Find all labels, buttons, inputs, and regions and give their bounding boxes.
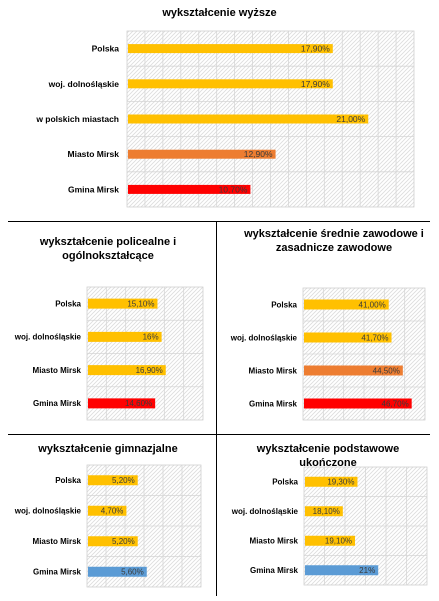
divider-horizontal-2 bbox=[8, 434, 430, 435]
bar bbox=[305, 476, 358, 487]
bar bbox=[128, 184, 251, 194]
chart-title: wykształcenie policealne i ogólnokształc… bbox=[39, 236, 177, 262]
category-label: Miasto Mirsk bbox=[249, 366, 298, 375]
chart-vocational-education: wykształcenie średnie zawodowe i zasadni… bbox=[217, 222, 439, 434]
bar bbox=[88, 365, 166, 376]
bar bbox=[304, 299, 389, 310]
chart-svg: Polska 17,90% woj. dolnośląskie 17,90% w pol… bbox=[35, 30, 415, 208]
bar bbox=[88, 298, 158, 309]
bar bbox=[128, 44, 333, 54]
data-label: 41,00% bbox=[359, 300, 386, 309]
data-label: 18,10% bbox=[313, 507, 340, 516]
data-label: 41,70% bbox=[361, 333, 388, 342]
bar bbox=[88, 475, 138, 486]
bar bbox=[88, 536, 138, 547]
category-label: Polska bbox=[271, 300, 297, 309]
category-label: Polska bbox=[92, 44, 120, 54]
chart-svg: Polska 5,20% woj. dolnośląskie 4,70% Miasto … bbox=[14, 464, 202, 588]
chart-primary-education: wykształcenie podstawowe ukończone Polsk… bbox=[217, 435, 439, 601]
category-label: woj. dolnośląskie bbox=[14, 507, 82, 516]
data-label: 21,00% bbox=[336, 114, 365, 124]
category-label: woj. dolnośląskie bbox=[231, 507, 299, 516]
bar bbox=[88, 566, 147, 577]
bar bbox=[305, 565, 379, 576]
bar bbox=[304, 398, 412, 409]
data-label: 15,10% bbox=[127, 299, 154, 308]
data-label: 16% bbox=[143, 333, 159, 342]
chart-title: wykształcenie wyższe bbox=[162, 7, 277, 19]
bar bbox=[128, 149, 276, 159]
category-label: Gmina Mirsk bbox=[249, 399, 298, 408]
data-label: 16,90% bbox=[136, 366, 163, 375]
data-label: 5,20% bbox=[112, 537, 135, 546]
bar bbox=[128, 114, 369, 124]
chart-svg: Polska 19,30% woj. dolnośląskie 18,10% Miast… bbox=[231, 466, 428, 586]
data-label: 12,90% bbox=[244, 149, 273, 159]
category-label: Gmina Mirsk bbox=[33, 399, 82, 408]
category-label: Miasto Mirsk bbox=[33, 366, 82, 375]
data-label: 19,30% bbox=[327, 478, 354, 487]
bar bbox=[304, 365, 403, 376]
bar bbox=[128, 79, 333, 89]
category-label: w polskich miastach bbox=[35, 114, 119, 124]
category-label: Gmina Mirsk bbox=[68, 184, 119, 194]
data-label: 17,90% bbox=[301, 79, 330, 89]
data-label: 4,70% bbox=[101, 507, 124, 516]
chart-lower-secondary-education: wykształcenie gimnazjalne Polska 5,20% woj… bbox=[0, 435, 216, 601]
chart-svg: Polska 15,10% woj. dolnośląskie 16% Miasto M… bbox=[14, 286, 204, 421]
category-label: Miasto Mirsk bbox=[250, 537, 299, 546]
category-label: woj. dolnośląskie bbox=[14, 333, 82, 342]
data-label: 17,90% bbox=[301, 44, 330, 54]
data-label: 44,50% bbox=[373, 366, 400, 375]
category-label: Polska bbox=[55, 299, 81, 308]
bar bbox=[305, 535, 356, 546]
chart-title: wykształcenie gimnazjalne bbox=[38, 443, 178, 455]
category-label: Gmina Mirsk bbox=[33, 568, 82, 577]
data-label: 21% bbox=[359, 566, 375, 575]
bar bbox=[304, 332, 392, 343]
bar bbox=[88, 505, 127, 516]
chart-higher-education: wykształcenie wyższe Polska 17,90% woj. do… bbox=[0, 0, 439, 215]
category-label: Gmina Mirsk bbox=[250, 566, 299, 575]
category-label: Polska bbox=[55, 476, 81, 485]
category-label: Miasto Mirsk bbox=[33, 537, 82, 546]
data-label: 5,20% bbox=[112, 476, 135, 485]
data-label: 14,60% bbox=[125, 399, 152, 408]
divider-horizontal-1 bbox=[8, 221, 430, 222]
data-label: 10,70% bbox=[219, 184, 248, 194]
chart-title: wykształcenie podstawowe ukończone bbox=[256, 443, 400, 469]
data-label: 46,70% bbox=[382, 399, 409, 408]
bar bbox=[88, 331, 162, 342]
category-label: Polska bbox=[272, 478, 298, 487]
category-label: woj. dolnośląskie bbox=[230, 333, 298, 342]
bar bbox=[88, 398, 156, 409]
chart-svg: Polska 41,00% woj. dolnośląskie 41,70% Miast… bbox=[230, 287, 426, 421]
data-label: 19,10% bbox=[325, 537, 352, 546]
chart-post-secondary-education: wykształcenie policealne i ogólnokształc… bbox=[0, 222, 216, 434]
category-label: woj. dolnośląskie bbox=[48, 79, 120, 89]
divider-vertical bbox=[216, 221, 217, 596]
category-label: Miasto Mirsk bbox=[68, 149, 120, 159]
data-label: 5,60% bbox=[121, 568, 144, 577]
chart-title: wykształcenie średnie zawodowe i zasadni… bbox=[244, 228, 424, 254]
bar bbox=[305, 506, 343, 517]
